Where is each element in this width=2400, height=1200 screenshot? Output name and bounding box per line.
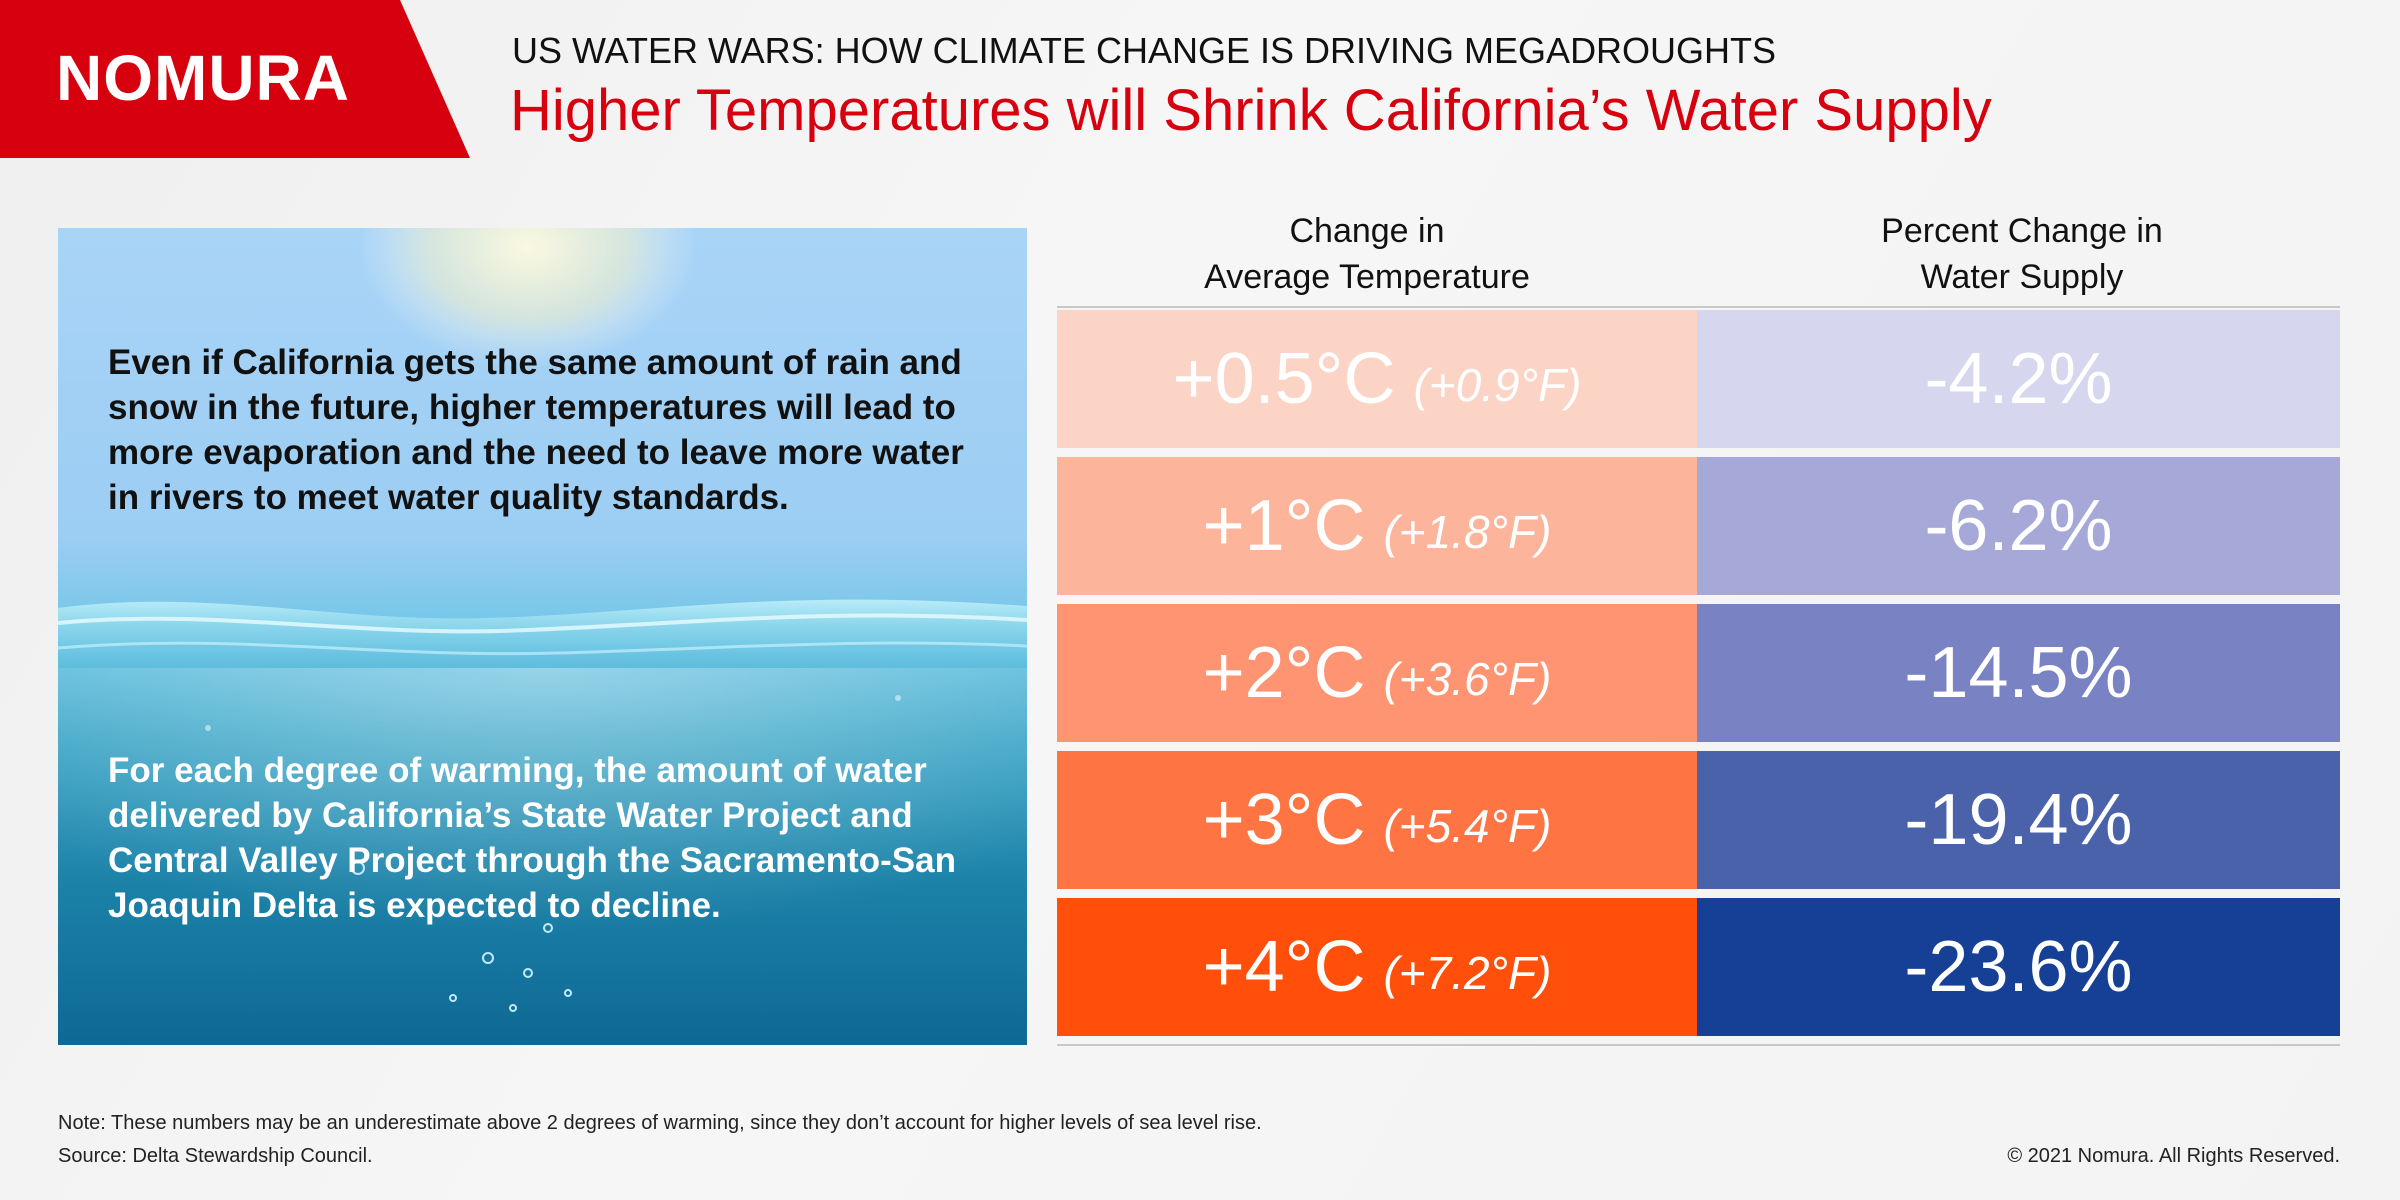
sun-glow bbox=[358, 228, 698, 368]
column-header-percent-line1: Percent Change in bbox=[1881, 212, 2163, 250]
wave-highlight-lower bbox=[58, 641, 1027, 656]
bubble bbox=[205, 725, 211, 731]
bubble bbox=[509, 1004, 517, 1012]
source-line: Source: Delta Stewardship Council. bbox=[58, 1145, 373, 1167]
temperature-fahrenheit: (+7.2°F) bbox=[1383, 947, 1552, 999]
temperature-celsius: +2°C bbox=[1202, 633, 1366, 713]
bubble bbox=[543, 923, 553, 933]
temperature-fahrenheit: (+3.6°F) bbox=[1383, 653, 1552, 705]
logo-banner bbox=[0, 0, 470, 158]
footnote: Note: These numbers may be an underestim… bbox=[58, 1112, 1262, 1134]
table-bottom-rule bbox=[1057, 1044, 2340, 1046]
temperature-celsius: +4°C bbox=[1202, 927, 1366, 1007]
table-row: +1°C (+1.8°F) -6.2% bbox=[1057, 457, 2340, 595]
column-header-temperature-line1: Change in bbox=[1289, 212, 1445, 250]
bubble bbox=[564, 989, 572, 997]
page-title: Higher Temperatures will Shrink Californ… bbox=[510, 78, 1992, 143]
column-header-temperature: Change in Average Temperature bbox=[1057, 208, 1677, 300]
bubble bbox=[895, 695, 901, 701]
underwater-glow bbox=[58, 668, 1027, 1045]
percent-change-cell: -4.2% bbox=[1697, 310, 2340, 448]
nomura-logo: NOMURA bbox=[56, 42, 350, 114]
bubble bbox=[351, 861, 365, 875]
bubble bbox=[449, 994, 457, 1002]
percent-change-cell: -14.5% bbox=[1697, 604, 2340, 742]
water-illustration bbox=[58, 228, 1027, 1045]
wave-surface bbox=[58, 599, 1027, 679]
bubble bbox=[482, 952, 494, 964]
percent-change-cell: -6.2% bbox=[1697, 457, 2340, 595]
temperature-water-table: +0.5°C (+0.9°F) -4.2% +1°C (+1.8°F) -6.2% +2°C… bbox=[1057, 310, 2340, 1045]
table-row: +2°C (+3.6°F) -14.5% bbox=[1057, 604, 2340, 742]
column-header-temperature-line2: Average Temperature bbox=[1204, 258, 1530, 296]
temperature-fahrenheit: (+0.9°F) bbox=[1413, 359, 1582, 411]
temperature-cell: +3°C (+5.4°F) bbox=[1057, 751, 1697, 889]
temperature-fahrenheit: (+1.8°F) bbox=[1383, 506, 1552, 558]
table-row: +4°C (+7.2°F) -23.6% bbox=[1057, 898, 2340, 1036]
water-photo-panel: Even if California gets the same amount … bbox=[58, 228, 1027, 1045]
bubble bbox=[523, 968, 533, 978]
wave-highlight bbox=[58, 613, 1027, 634]
temperature-fahrenheit: (+5.4°F) bbox=[1383, 800, 1552, 852]
table-row: +3°C (+5.4°F) -19.4% bbox=[1057, 751, 2340, 889]
temperature-cell: +2°C (+3.6°F) bbox=[1057, 604, 1697, 742]
temperature-cell: +1°C (+1.8°F) bbox=[1057, 457, 1697, 595]
table-row: +0.5°C (+0.9°F) -4.2% bbox=[1057, 310, 2340, 448]
column-header-percent: Percent Change in Water Supply bbox=[1697, 208, 2347, 300]
temperature-celsius: +1°C bbox=[1202, 486, 1366, 566]
temperature-celsius: +0.5°C bbox=[1172, 339, 1396, 419]
kicker-title: US WATER WARS: HOW CLIMATE CHANGE IS DRI… bbox=[512, 30, 1777, 71]
temperature-celsius: +3°C bbox=[1202, 780, 1366, 860]
photo-text-bottom: For each degree of warming, the amount o… bbox=[108, 751, 956, 925]
copyright: © 2021 Nomura. All Rights Reserved. bbox=[2007, 1145, 2340, 1167]
temperature-cell: +4°C (+7.2°F) bbox=[1057, 898, 1697, 1036]
percent-change-cell: -19.4% bbox=[1697, 751, 2340, 889]
percent-change-cell: -23.6% bbox=[1697, 898, 2340, 1036]
table-top-rule bbox=[1057, 306, 2340, 308]
column-header-percent-line2: Water Supply bbox=[1920, 258, 2124, 296]
temperature-cell: +0.5°C (+0.9°F) bbox=[1057, 310, 1697, 448]
photo-text-top: Even if California gets the same amount … bbox=[108, 343, 964, 517]
